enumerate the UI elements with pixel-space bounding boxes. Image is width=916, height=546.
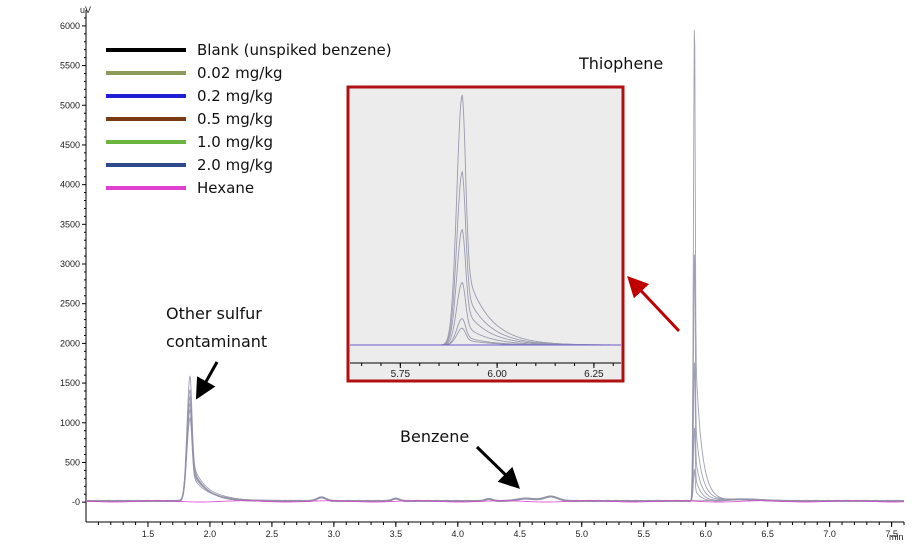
x-tick-label: 3.5 — [390, 529, 403, 539]
y-tick-label: 4000 — [60, 180, 80, 190]
legend-label: 0.02 mg/kg — [197, 64, 283, 82]
legend-label: 2.0 mg/kg — [197, 156, 273, 174]
arrow-benzene — [475, 445, 521, 489]
x-tick-label: 6.5 — [761, 529, 774, 539]
series-line — [86, 408, 904, 503]
x-tick-label: 4.0 — [452, 529, 465, 539]
y-unit-label: uV — [80, 5, 91, 15]
x-tick-label: 5.5 — [637, 529, 650, 539]
x-tick-label: 1.5 — [142, 529, 155, 539]
x-tick-label: 3.0 — [328, 529, 341, 539]
y-tick-label: 4500 — [60, 140, 80, 150]
inset-tick-label: 6.25 — [584, 369, 604, 380]
y-tick-label: 1000 — [60, 418, 80, 428]
legend-label: 1.0 mg/kg — [197, 133, 273, 151]
inset-tick-label: 6.00 — [487, 369, 507, 380]
inset-series-lines — [350, 94, 621, 346]
x-tick-label: 2.0 — [204, 529, 217, 539]
series-line — [85, 362, 904, 503]
x-ticks: 1.5 2.0 2.5 3.0 3.5 4.0 4.5 5.0 5.5 6.0 6.5 7.0 7.5 — [97, 522, 905, 539]
annotation-other-sulfur-line2: contaminant — [166, 332, 267, 351]
y-tick-label: 5000 — [60, 100, 80, 110]
y-tick-label: 1500 — [60, 378, 80, 388]
x-tick-label: 6.0 — [699, 529, 712, 539]
y-tick-label: 5500 — [60, 61, 80, 71]
legend-label: 0.5 mg/kg — [197, 110, 273, 128]
legend-label: Blank (unspiked benzene) — [197, 41, 392, 59]
arrow-other-sulfur — [195, 361, 219, 400]
series-line — [86, 500, 904, 503]
annotation-other-sulfur-line1: Other sulfur — [166, 304, 262, 323]
x-tick-label: 7.5 — [885, 529, 898, 539]
y-tick-label: 2000 — [60, 338, 80, 348]
x-tick-label: 4.5 — [514, 529, 527, 539]
arrow-inset — [627, 275, 681, 333]
y-tick-label: 2500 — [60, 299, 80, 309]
legend-label: Hexane — [197, 179, 254, 197]
y-tick-label: -0 — [72, 497, 80, 507]
y-tick-label: 3500 — [60, 219, 80, 229]
annotation-benzene: Benzene — [400, 427, 469, 446]
x-tick-label: 7.0 — [823, 529, 836, 539]
legend: Blank (unspiked benzene) 0.02 mg/kg 0.2 mg… — [106, 41, 392, 197]
series-line — [86, 401, 904, 503]
x-tick-label: 5.0 — [575, 529, 588, 539]
annotation-thiophene: Thiophene — [578, 54, 663, 73]
x-unit-label: min — [889, 532, 904, 542]
series-lines — [85, 29, 904, 503]
inset-tick-label: 5.75 — [391, 369, 411, 380]
legend-label: 0.2 mg/kg — [197, 87, 273, 105]
y-tick-label: 500 — [65, 457, 80, 467]
x-tick-label: 2.5 — [266, 529, 279, 539]
y-tick-label: 6000 — [60, 21, 80, 31]
inset-background — [346, 85, 625, 383]
inset-ticks: 5.75 6.00 6.25 — [361, 363, 614, 380]
y-ticks: -0 500 1000 1500 2000 2500 3000 3500 4000 4500 500… — [60, 17, 86, 507]
inset-zoom-panel: 5.75 6.00 6.25 — [346, 85, 625, 383]
y-tick-label: 3000 — [60, 259, 80, 269]
